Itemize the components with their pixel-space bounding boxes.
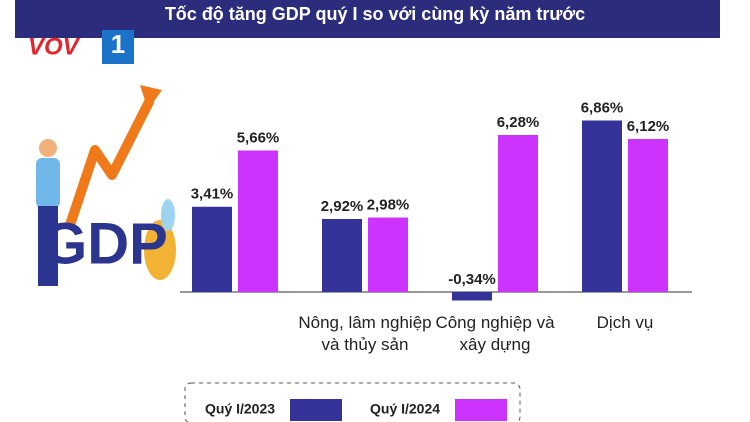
- arrow: [65, 97, 155, 227]
- x-tick-label: Dịch vụ: [596, 313, 654, 332]
- coins: [144, 220, 176, 280]
- gdp-text: GDP: [42, 211, 168, 276]
- value-label: 6,28%: [497, 114, 540, 131]
- value-label: 6,86%: [581, 99, 624, 116]
- value-label: 6,12%: [627, 118, 670, 135]
- bar: [452, 292, 492, 301]
- person-head: [39, 139, 57, 157]
- value-label: 2,98%: [367, 196, 410, 213]
- arrow-head: [140, 85, 162, 110]
- logo-box: [102, 30, 134, 64]
- legend-label: Quý I/2023: [205, 401, 275, 417]
- value-label: 5,66%: [237, 129, 280, 146]
- bottle: [161, 199, 175, 231]
- illustration: GDP: [36, 85, 176, 286]
- legend-label: Quý I/2024: [370, 401, 440, 417]
- bar: [498, 135, 538, 292]
- logo: VOV 1: [28, 29, 134, 64]
- legend-box: [184, 382, 521, 422]
- legend-swatch: [290, 399, 342, 421]
- logo-channel: 1: [111, 29, 125, 59]
- x-tick-label: Nông, lâm nghiệp và thủy sản: [298, 313, 432, 354]
- value-label: 2,92%: [321, 198, 364, 215]
- value-label: 3,41%: [191, 186, 234, 203]
- bar: [628, 139, 668, 292]
- person-body: [36, 158, 60, 208]
- chart-title: Tốc độ tăng GDP quý I so với cùng kỳ năm…: [165, 4, 585, 24]
- legend-swatch: [455, 399, 507, 421]
- person-legs: [38, 206, 58, 286]
- bar: [238, 150, 278, 292]
- bar: [368, 217, 408, 292]
- x-tick-label: Công nghiệp và xây dựng: [435, 313, 555, 354]
- bar: [582, 120, 622, 292]
- bar: [322, 219, 362, 292]
- logo-brand: VOV: [28, 33, 81, 60]
- bar: [192, 206, 232, 292]
- value-label: -0,34%: [448, 271, 496, 288]
